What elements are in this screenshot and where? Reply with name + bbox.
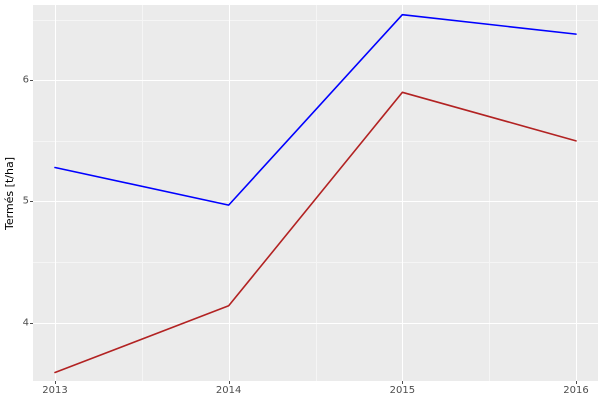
series-layer <box>54 13 577 374</box>
x-axis-tick-labels: 2013 2014 2015 2016 <box>33 385 598 399</box>
y-axis-tick-mark <box>30 201 33 202</box>
y-axis-title: Termés [t/ha] <box>0 0 18 386</box>
y-axis-tick-marks <box>30 0 33 400</box>
y-axis-tick-label: 5 <box>22 195 29 207</box>
grid-line-major-v <box>229 5 230 381</box>
x-axis-tick-mark <box>229 381 230 384</box>
grid-line-minor-v <box>489 5 490 381</box>
grid-line-major-h <box>33 80 598 81</box>
series-line-red-series <box>54 91 577 374</box>
plot-panel <box>33 5 598 381</box>
grid-line-minor-h <box>33 20 598 21</box>
grid-line-major-v <box>576 5 577 381</box>
x-axis-tick-mark <box>576 381 577 384</box>
x-axis-tick-label: 2015 <box>389 385 416 396</box>
x-axis-tick-label: 2014 <box>215 385 242 396</box>
x-axis-tick-label: 2013 <box>42 385 68 396</box>
grid-line-major-v <box>402 5 403 381</box>
grid-line-minor-h <box>33 141 598 142</box>
y-axis-tick-mark <box>30 323 33 324</box>
x-axis-tick-marks <box>33 381 598 384</box>
y-axis-title-text: Termés [t/ha] <box>2 156 16 230</box>
grid-line-minor-v <box>142 5 143 381</box>
x-axis-tick-mark <box>402 381 403 384</box>
x-axis-tick-mark <box>55 381 56 384</box>
grid-line-minor-h <box>33 262 598 263</box>
y-axis-tick-label: 4 <box>22 317 29 329</box>
grid-line-minor-v <box>316 5 317 381</box>
grid-line-major-h <box>33 323 598 324</box>
series-line-blue-series <box>54 13 577 206</box>
x-axis-tick-label: 2016 <box>563 385 589 396</box>
y-axis-tick-label: 6 <box>22 74 29 86</box>
y-axis-tick-mark <box>30 80 33 81</box>
grid-line-major-h <box>33 201 598 202</box>
grid-line-major-v <box>55 5 56 381</box>
y-axis-tick-labels: 4 5 6 <box>18 0 29 400</box>
